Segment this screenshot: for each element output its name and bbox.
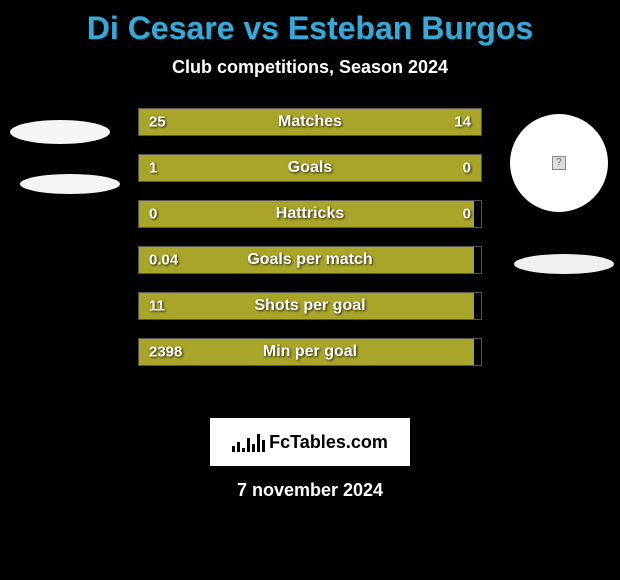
stat-row: Shots per goal 11	[138, 292, 482, 320]
stat-value-left: 0.04	[149, 252, 178, 269]
stat-row: Matches 25 14	[138, 108, 482, 136]
comparison-bars: Matches 25 14 Goals 1 0 Hattricks 0 0 Goals per m…	[138, 108, 482, 384]
logo-bar-icon	[257, 434, 260, 452]
logo-bar-icon	[252, 444, 255, 452]
logo-bar-icon	[232, 446, 235, 452]
stat-label: Goals per match	[247, 251, 372, 269]
stat-value-right: 0	[463, 160, 471, 177]
comparison-content: ? Matches 25 14 Goals 1 0 Hattricks 0 0 Goals per…	[0, 108, 620, 408]
logo-bar-icon	[237, 442, 240, 452]
stat-value-left: 0	[149, 206, 157, 223]
stat-value-left: 1	[149, 160, 157, 177]
stat-row: Goals 1 0	[138, 154, 482, 182]
stat-value-left: 2398	[149, 344, 182, 361]
stat-label: Goals	[288, 159, 332, 177]
stat-row: Hattricks 0 0	[138, 200, 482, 228]
stat-value-right: 0	[463, 206, 471, 223]
stat-bar-left	[139, 155, 399, 181]
stat-row: Min per goal 2398	[138, 338, 482, 366]
page-title: Di Cesare vs Esteban Burgos	[0, 0, 620, 47]
logo-bar-icon	[262, 440, 265, 452]
logo-text: FcTables.com	[269, 432, 388, 453]
stat-label: Matches	[278, 113, 342, 131]
player-left-head-ellipse	[10, 120, 110, 144]
subtitle: Club competitions, Season 2024	[0, 57, 620, 78]
stat-label: Shots per goal	[254, 297, 365, 315]
fctables-logo: FcTables.com	[210, 418, 410, 466]
stat-label: Hattricks	[276, 205, 344, 223]
player-right-head-ellipse: ?	[510, 114, 608, 212]
player-left-silhouette	[0, 108, 130, 408]
logo-bar-icon	[242, 448, 245, 452]
stat-value-right: 14	[454, 114, 471, 131]
date-label: 7 november 2024	[0, 480, 620, 501]
stat-label: Min per goal	[263, 343, 357, 361]
logo-bars-icon	[232, 432, 265, 452]
player-left-body-ellipse	[20, 174, 120, 194]
stat-value-left: 11	[149, 298, 165, 315]
stat-row: Goals per match 0.04	[138, 246, 482, 274]
stat-value-left: 25	[149, 114, 166, 131]
player-right-body-ellipse	[514, 254, 614, 274]
image-placeholder-icon: ?	[552, 156, 566, 170]
logo-bar-icon	[247, 438, 250, 452]
player-right-silhouette: ?	[490, 108, 620, 408]
